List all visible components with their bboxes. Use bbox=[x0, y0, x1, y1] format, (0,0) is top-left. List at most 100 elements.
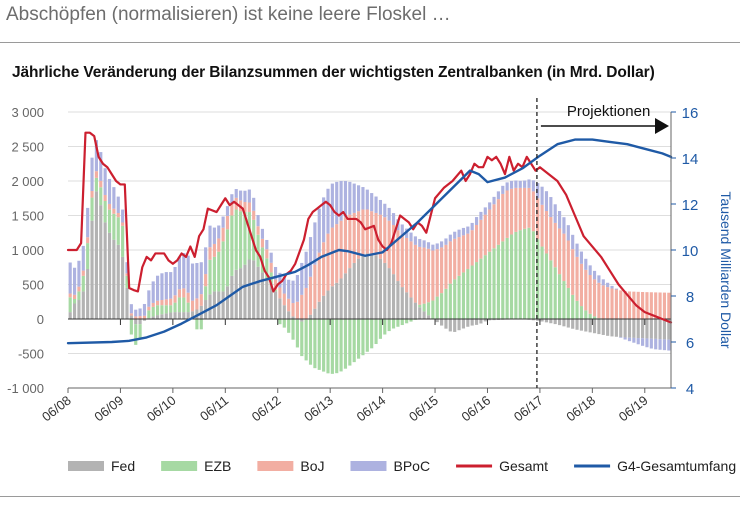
bar-boj bbox=[588, 275, 592, 314]
bar-bpoc bbox=[435, 243, 439, 250]
bar-fed bbox=[112, 239, 116, 319]
bar-bpoc bbox=[431, 244, 435, 251]
bar-boj bbox=[326, 233, 330, 291]
bar-fed bbox=[383, 262, 387, 319]
bar-fed bbox=[282, 305, 286, 319]
bar-fed bbox=[387, 268, 391, 319]
bar-fed bbox=[370, 253, 374, 319]
bar-boj bbox=[182, 288, 186, 298]
bar-bpoc bbox=[81, 245, 85, 271]
bar-boj bbox=[540, 204, 544, 247]
bar-ezb bbox=[479, 258, 483, 320]
bar-fed bbox=[151, 316, 155, 319]
bar-bpoc bbox=[138, 308, 142, 317]
bar-bpoc bbox=[383, 203, 387, 218]
bar-fed bbox=[357, 258, 361, 320]
bar-boj bbox=[632, 291, 636, 319]
bar-ezb bbox=[391, 319, 396, 329]
bar-fed bbox=[662, 319, 667, 340]
bar-ezb bbox=[94, 177, 98, 192]
bar-boj bbox=[575, 256, 579, 301]
bar-bpoc bbox=[623, 337, 627, 340]
bar-bpoc bbox=[147, 290, 151, 307]
bar-ezb bbox=[396, 319, 400, 327]
bar-fed bbox=[649, 319, 653, 339]
bar-fed bbox=[164, 313, 168, 319]
bar-bpoc bbox=[273, 266, 278, 280]
bar-boj bbox=[195, 298, 199, 310]
bar-fed bbox=[444, 319, 448, 329]
bar-bpoc bbox=[195, 263, 199, 299]
bar-fed bbox=[483, 319, 487, 322]
bar-fed bbox=[221, 291, 225, 319]
bar-bpoc bbox=[566, 225, 570, 241]
bar-fed bbox=[352, 262, 356, 319]
bar-boj bbox=[592, 279, 597, 317]
bar-bpoc bbox=[662, 339, 667, 351]
x-tick-label: 06/15 bbox=[406, 393, 441, 425]
bar-boj bbox=[156, 300, 160, 306]
bar-boj bbox=[72, 294, 77, 299]
bar-bpoc bbox=[453, 231, 457, 239]
bar-bpoc bbox=[658, 339, 662, 350]
bar-fed bbox=[86, 268, 90, 319]
bar-bpoc bbox=[391, 213, 396, 225]
bar-fed bbox=[361, 255, 365, 319]
bar-bpoc bbox=[247, 189, 251, 203]
bar-bpoc bbox=[374, 196, 378, 213]
bar-bpoc bbox=[531, 180, 535, 192]
bar-bpoc bbox=[322, 197, 326, 243]
bar-boj bbox=[492, 204, 496, 249]
bar-bpoc bbox=[208, 225, 212, 248]
bar-boj bbox=[601, 285, 605, 319]
bar-boj bbox=[619, 290, 623, 319]
bar-ezb bbox=[592, 316, 597, 319]
bar-bpoc bbox=[295, 275, 299, 302]
bar-boj bbox=[457, 237, 461, 276]
bar-ezb bbox=[348, 319, 352, 366]
bar-boj bbox=[654, 292, 658, 319]
bar-boj bbox=[208, 247, 212, 260]
bar-bpoc bbox=[361, 187, 365, 210]
bar-ezb bbox=[361, 319, 365, 356]
bar-fed bbox=[544, 319, 549, 323]
legend-item-g4: G4-Gesamtumfang bbox=[574, 458, 736, 474]
bar-boj bbox=[426, 248, 431, 303]
bar-bpoc bbox=[217, 225, 221, 239]
bar-ezb bbox=[239, 211, 243, 269]
bar-boj bbox=[544, 211, 549, 254]
bar-fed bbox=[632, 319, 636, 338]
bar-ezb bbox=[343, 319, 348, 369]
bar-fed bbox=[243, 264, 247, 319]
bar-boj bbox=[190, 300, 195, 312]
bar-bpoc bbox=[313, 222, 317, 265]
bar-bpoc bbox=[300, 262, 304, 295]
bar-fed bbox=[627, 319, 632, 338]
bar-bpoc bbox=[501, 185, 505, 194]
bar-boj bbox=[391, 224, 396, 275]
bar-boj bbox=[217, 238, 221, 252]
bar-fed bbox=[422, 311, 426, 319]
bar-boj bbox=[313, 264, 317, 309]
bar-boj bbox=[151, 302, 155, 307]
bar-fed bbox=[540, 319, 544, 322]
bar-boj bbox=[357, 211, 361, 259]
bar-bpoc bbox=[553, 204, 557, 223]
bar-boj bbox=[260, 238, 265, 248]
bar-fed bbox=[348, 268, 352, 319]
bar-fed bbox=[461, 319, 466, 329]
bar-fed bbox=[68, 312, 72, 319]
bar-bpoc bbox=[413, 236, 417, 245]
grid-lines bbox=[68, 111, 671, 389]
bar-fed bbox=[99, 205, 103, 319]
legend-label: BPoC bbox=[393, 458, 430, 474]
bar-fed bbox=[339, 278, 343, 319]
bar-bpoc bbox=[426, 242, 431, 249]
bar-bpoc bbox=[400, 224, 404, 235]
bar-boj bbox=[474, 224, 479, 263]
bar-boj bbox=[77, 286, 81, 292]
headline: Abschöpfen (normalisieren) ist keine lee… bbox=[6, 4, 451, 25]
bar-bpoc bbox=[470, 222, 474, 231]
bar-boj bbox=[409, 241, 413, 298]
bar-bpoc bbox=[134, 309, 138, 317]
